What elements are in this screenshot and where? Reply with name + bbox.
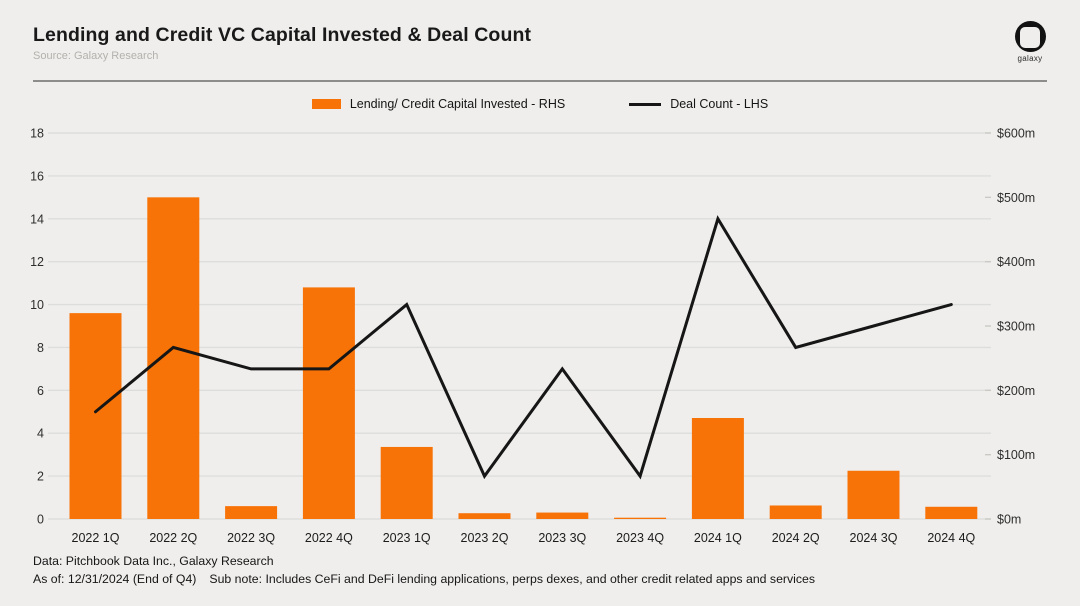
line-swatch-icon xyxy=(629,102,662,106)
bar-2024 3Q xyxy=(847,470,900,519)
x-axis-label-2023 2Q: 2023 2Q xyxy=(461,531,509,545)
source-label: Source: Galaxy Research xyxy=(33,50,159,62)
left-axis-tick: 0 xyxy=(37,513,44,527)
galaxy-logo: galaxy xyxy=(1010,21,1050,63)
bar-2022 2Q xyxy=(147,197,200,520)
bar-2022 1Q xyxy=(69,313,122,519)
footer-notes: As of: 12/31/2024 (End of Q4) Sub note: I… xyxy=(33,571,815,589)
legend-item-capital-invested: Lending/ Credit Capital Invested - RHS xyxy=(311,97,566,111)
footer-sub-note: Sub note: Includes CeFi and DeFi lending… xyxy=(209,571,816,586)
deal-count-line xyxy=(94,215,953,480)
left-axis-tick: 10 xyxy=(30,298,44,312)
x-axis-label-2022 1Q: 2022 1Q xyxy=(72,531,120,545)
left-axis-tick: 8 xyxy=(37,341,44,355)
right-axis-tick: $200m xyxy=(997,384,1035,398)
right-axis-tick: $600m xyxy=(997,127,1035,141)
bar-2024 4Q xyxy=(925,506,978,519)
right-axis-tick: $400m xyxy=(997,255,1035,269)
bar-2023 2Q xyxy=(458,513,511,519)
galaxy-logo-square xyxy=(1020,27,1040,48)
header-divider xyxy=(33,80,1047,82)
galaxy-logo-text: galaxy xyxy=(1017,54,1043,63)
x-axis-label-2022 2Q: 2022 2Q xyxy=(149,531,197,545)
x-axis-label-2024 4Q: 2024 4Q xyxy=(927,531,975,545)
left-axis-tick: 16 xyxy=(30,169,44,183)
left-axis-tick: 6 xyxy=(37,384,44,398)
left-axis-tick: 14 xyxy=(30,212,44,226)
right-axis-tick: $300m xyxy=(997,320,1035,334)
left-axis-tick: 2 xyxy=(37,470,44,484)
galaxy-logo-icon xyxy=(1014,21,1046,52)
bar-2023 3Q xyxy=(536,512,589,519)
left-axis-tick: 18 xyxy=(30,127,44,141)
footer-as-of: As of: 12/31/2024 (End of Q4) xyxy=(33,571,197,586)
bar-2023 4Q xyxy=(614,517,667,519)
bar-2024 2Q xyxy=(769,505,822,519)
x-axis-label-2024 1Q: 2024 1Q xyxy=(694,531,742,545)
x-axis-label-2024 3Q: 2024 3Q xyxy=(850,531,898,545)
right-axis-tick: $100m xyxy=(997,448,1035,462)
x-axis-label-2023 4Q: 2023 4Q xyxy=(616,531,664,545)
bar-swatch-icon xyxy=(311,99,341,109)
chart-canvas: 0 2 4 6 8 10 12 14 16 18 $0m $100m $200m $300m $400m $5… xyxy=(30,127,1035,546)
x-axis-label-2022 3Q: 2022 3Q xyxy=(227,531,275,545)
left-axis-tick: 4 xyxy=(37,427,44,441)
right-axis-tick: $500m xyxy=(997,191,1035,205)
bar-2024 1Q xyxy=(691,417,744,519)
bar-2022 3Q xyxy=(225,506,278,519)
page-title: Lending and Credit VC Capital Invested &… xyxy=(33,24,532,46)
x-axis-label-2022 4Q: 2022 4Q xyxy=(305,531,353,545)
right-axis-tick: $0m xyxy=(997,513,1021,527)
x-axis-label-2023 3Q: 2023 3Q xyxy=(538,531,586,545)
legend-label-capital-invested: Lending/ Credit Capital Invested - RHS xyxy=(349,97,566,111)
x-axis-label-2023 1Q: 2023 1Q xyxy=(383,531,431,545)
bar-2023 1Q xyxy=(380,446,433,519)
left-axis-tick: 12 xyxy=(30,255,44,269)
bar-2022 4Q xyxy=(302,287,355,519)
x-axis-label-2024 2Q: 2024 2Q xyxy=(772,531,820,545)
legend: Lending/ Credit Capital Invested - RHS D… xyxy=(0,97,1080,111)
footer-data-source: Data: Pitchbook Data Inc., Galaxy Resear… xyxy=(33,554,274,568)
chart-footer: Data: Pitchbook Data Inc., Galaxy Resear… xyxy=(33,553,815,588)
legend-item-deal-count: Deal Count - LHS xyxy=(629,97,768,111)
legend-label-deal-count: Deal Count - LHS xyxy=(670,97,769,111)
